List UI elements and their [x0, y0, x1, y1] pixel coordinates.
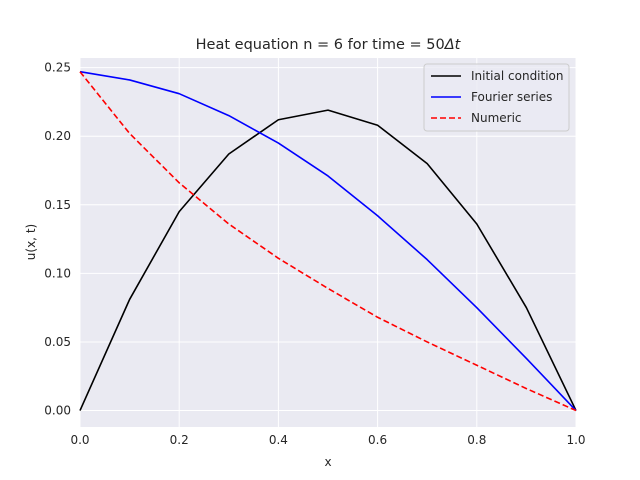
legend-box — [423, 63, 570, 132]
x-axis-label: x — [324, 455, 331, 469]
y-tick-label: 0.10 — [44, 266, 71, 280]
legend-label: Fourier series — [471, 90, 552, 104]
series-line-numeric — [79, 71, 577, 412]
y-tick-label: 0.20 — [44, 129, 71, 143]
legend-label: Numeric — [471, 111, 522, 125]
series-line-initial-condition — [79, 109, 577, 411]
y-tick-label: 0.05 — [44, 335, 71, 349]
chart-title-symbol: Δt — [444, 37, 462, 53]
x-tick-label: 0.6 — [368, 433, 387, 447]
y-tick-label: 0.00 — [44, 404, 71, 418]
y-axis: 0.00 0.05 0.10 0.15 0.20 0.25 — [44, 61, 71, 418]
x-tick-label: 1.0 — [566, 433, 585, 447]
series-layer — [79, 70, 577, 412]
series-line-fourier-series — [79, 70, 577, 412]
x-tick-label: 0.4 — [269, 433, 288, 447]
legend-label: Initial condition — [471, 69, 564, 83]
y-tick-label: 0.25 — [44, 61, 71, 75]
x-axis: 0.0 0.2 0.4 0.6 0.8 1.0 — [70, 433, 585, 447]
x-tick-label: 0.2 — [170, 433, 189, 447]
chart-title-text: Heat equation n = 6 for time = 50 — [196, 37, 445, 53]
legend: Initial condition Fourier series Numeric — [423, 63, 570, 132]
y-tick-label: 0.15 — [44, 198, 71, 212]
x-tick-label: 0.8 — [467, 433, 486, 447]
legend-items: Initial condition Fourier series Numeric — [431, 69, 564, 125]
y-axis-label: u(x, t) — [24, 224, 38, 260]
x-tick-label: 0.0 — [70, 433, 89, 447]
chart-title: Heat equation n = 6 for time = 50Δt — [196, 37, 462, 53]
